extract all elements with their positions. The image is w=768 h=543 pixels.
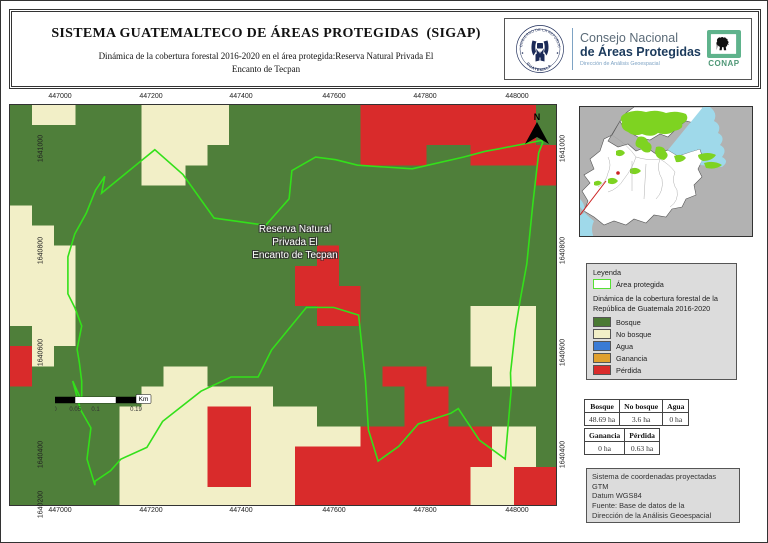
- svg-text:Km: Km: [139, 396, 149, 403]
- svg-text:0: 0: [55, 407, 57, 413]
- svg-text:0.05: 0.05: [69, 407, 81, 413]
- svg-text:N: N: [534, 112, 541, 122]
- svg-text:0.1: 0.1: [91, 407, 100, 413]
- svg-text:0.19: 0.19: [130, 407, 142, 413]
